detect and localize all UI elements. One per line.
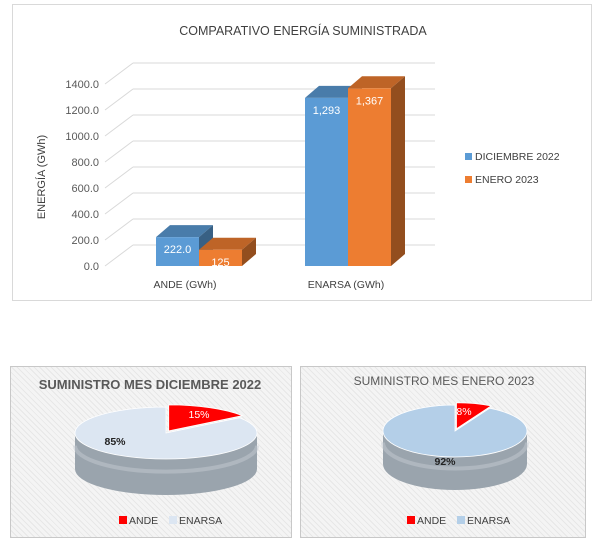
y-tick-label: 200.0 — [71, 235, 99, 247]
bar-side — [391, 76, 405, 266]
bar: 1,367 — [348, 76, 405, 266]
pie-data-label-enarsa: 85% — [104, 436, 126, 448]
y-tick-label: 1400.0 — [65, 79, 99, 91]
legend-label: ENERO 2023 — [475, 174, 539, 186]
y-tick-label: 0.0 — [84, 261, 99, 273]
bar-top — [156, 225, 213, 238]
pie-data-label-ande: 8% — [456, 406, 471, 418]
gridline-depth — [104, 244, 134, 267]
pie-body: 15% 85% — [73, 404, 259, 495]
pie-side-highlight — [73, 445, 259, 474]
legend-label: ENARSA — [179, 515, 222, 527]
bar-front — [156, 237, 199, 266]
pie-data-label-ande: 15% — [188, 409, 209, 421]
x-tick-label: ENARSA (GWh) — [308, 279, 384, 291]
bars: 222.0 125 1,293 1,367 — [156, 76, 405, 269]
bar-front — [348, 88, 391, 266]
bar-side — [242, 237, 256, 266]
legend-label: ENARSA — [467, 515, 510, 527]
pie-chart-enero: SUMINISTRO MES ENERO 2023 8% 92% ANDE ENAR… — [354, 374, 535, 527]
pie-legend: ANDE ENARSA — [119, 515, 222, 527]
gridline-depth — [104, 218, 134, 241]
y-tick-labels: 0.0 200.0 400.0 600.0 800.0 1000.0 1200.0 1400.… — [65, 79, 99, 273]
gridline-depth — [104, 62, 134, 85]
y-axis-label: ENERGÍA (GWh) — [35, 135, 48, 219]
pie-body: 8% 92% — [381, 402, 529, 490]
gridline-depth — [104, 114, 134, 137]
y-tick-label: 600.0 — [71, 183, 99, 195]
bar-chart-title: COMPARATIVO ENERGÍA SUMINISTRADA — [179, 23, 427, 38]
pie-title-diciembre: SUMINISTRO MES DICIEMBRE 2022 — [39, 377, 262, 392]
legend-label: ANDE — [417, 515, 446, 527]
legend-swatch — [457, 516, 465, 524]
legend-swatch — [465, 153, 472, 160]
bar-front — [199, 249, 242, 266]
y-tick-label: 1200.0 — [65, 105, 99, 117]
y-tick-label: 800.0 — [71, 157, 99, 169]
bar-top — [305, 85, 362, 98]
legend: DICIEMBRE 2022 ENERO 2023 — [465, 151, 560, 186]
data-label: 222.0 — [164, 244, 192, 256]
pie-chart-diciembre: SUMINISTRO MES DICIEMBRE 2022 15% 85% AND… — [39, 377, 262, 527]
bar-chart-panel: COMPARATIVO ENERGÍA SUMINISTRADA ENERGÍA… — [12, 4, 592, 301]
bar-front — [305, 97, 348, 266]
legend-label: ANDE — [129, 515, 158, 527]
legend-swatch — [465, 176, 472, 183]
x-tick-label: ANDE (GWh) — [154, 279, 217, 291]
data-label: 1,293 — [313, 105, 341, 117]
data-label: 125 — [211, 257, 229, 269]
gridline-depth — [104, 88, 134, 111]
bar: 222.0 — [156, 225, 213, 266]
y-tick-label: 1000.0 — [65, 131, 99, 143]
y-tick-label: 400.0 — [71, 209, 99, 221]
pie-side — [383, 431, 527, 490]
legend-label: DICIEMBRE 2022 — [475, 151, 560, 163]
pie-side-highlight — [381, 442, 529, 471]
gridline-depth — [104, 192, 134, 215]
bar: 125 — [199, 237, 256, 269]
bar-top — [348, 76, 405, 89]
bar-top — [199, 237, 256, 250]
pie-data-label-enarsa: 92% — [434, 456, 456, 468]
legend-swatch — [407, 516, 415, 524]
pie-slice-enarsa — [382, 404, 528, 458]
data-label: 1,367 — [356, 95, 384, 107]
gridline-depth — [104, 166, 134, 189]
bar-chart: COMPARATIVO ENERGÍA SUMINISTRADA ENERGÍA… — [35, 23, 560, 291]
pie-slice-enarsa — [74, 406, 258, 460]
pie-slice-ande — [168, 404, 244, 432]
pie-legend: ANDE ENARSA — [407, 515, 510, 527]
pie-chart-enero-panel: SUMINISTRO MES ENERO 2023 8% 92% ANDE ENAR… — [300, 366, 586, 538]
x-tick-labels: ANDE (GWh) ENARSA (GWh) — [154, 279, 385, 291]
pie-title-enero: SUMINISTRO MES ENERO 2023 — [354, 374, 535, 388]
pie-chart-diciembre-panel: SUMINISTRO MES DICIEMBRE 2022 15% 85% AND… — [10, 366, 292, 538]
gridline-depth — [104, 140, 134, 163]
pie-slice-ande — [456, 402, 493, 430]
pie-side — [75, 433, 257, 495]
legend-swatch — [119, 516, 127, 524]
legend-swatch — [169, 516, 177, 524]
